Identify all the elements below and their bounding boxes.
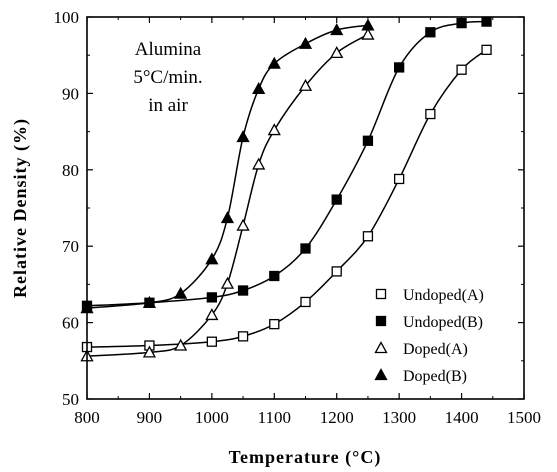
data-point-open-triangle (236, 218, 250, 231)
data-point-filled-triangle (252, 81, 266, 94)
x-axis-title: Temperature (°C) (229, 447, 382, 468)
data-point-filled-triangle (174, 286, 188, 299)
legend-marker-open-square (375, 288, 387, 300)
data-point-filled-square (331, 194, 342, 205)
data-point-open-triangle (205, 308, 219, 321)
data-point-open-triangle (142, 345, 157, 358)
legend-symbol-filled-square (375, 315, 387, 327)
data-point-filled-square (237, 285, 249, 296)
data-point-open-square (206, 336, 218, 347)
x-tick-labels: 800 900 1000 1100 1200 1300 1400 1500 (74, 408, 541, 427)
data-point-filled-triangle (205, 252, 219, 265)
data-point-open-square (393, 173, 405, 185)
legend-item-undoped-b: Undoped(B) (375, 314, 483, 331)
data-point-filled-square (206, 292, 218, 303)
data-point-open-triangle (267, 123, 281, 136)
data-point-open-triangle (174, 338, 188, 351)
x-tick-label: 1200 (320, 408, 354, 427)
legend-item-doped-a: Doped(A) (374, 341, 468, 358)
data-point-filled-triangle (142, 295, 157, 308)
x-tick-label: 1400 (445, 408, 479, 427)
data-point-open-square (362, 231, 374, 242)
y-tick-label: 50 (62, 390, 79, 409)
legend-label-doped-a: Doped(A) (403, 341, 468, 358)
legend-label-undoped-b: Undoped(B) (403, 314, 483, 331)
legend: Undoped(A) Undoped(B) Doped(A) Doped(B) (374, 287, 484, 385)
data-point-open-square (331, 266, 342, 277)
annotation: Alumina 5°C/min. in air (133, 39, 202, 116)
series-line-filled-triangle (86, 24, 369, 309)
data-point-open-triangle (330, 46, 344, 59)
data-point-filled-triangle (236, 130, 250, 143)
legend-symbol-open-square (375, 288, 387, 300)
y-tick-label: 90 (62, 84, 79, 103)
y-tick-label: 80 (62, 161, 79, 180)
x-tick-label: 1100 (258, 408, 291, 427)
annotation-line-3: in air (148, 95, 188, 116)
data-point-filled-square (300, 243, 311, 254)
legend-item-doped-b: Doped(B) (374, 368, 467, 385)
data-point-filled-triangle (298, 36, 313, 49)
x-tick-label: 900 (137, 408, 163, 427)
data-point-open-square (269, 318, 280, 330)
annotation-line-1: Alumina (135, 39, 202, 60)
data-point-open-square (300, 296, 311, 308)
y-axis-title: Relative Density (%) (10, 118, 31, 298)
data-point-filled-triangle (220, 211, 235, 224)
y-tick-label: 100 (54, 8, 80, 27)
data-point-open-square (481, 44, 492, 56)
legend-symbol-open-triangle (374, 341, 388, 354)
x-tick-label: 800 (74, 408, 100, 427)
y-tick-labels: 50 60 70 80 90 100 (54, 8, 80, 409)
legend-marker-filled-triangle (374, 368, 388, 381)
data-point-filled-triangle (361, 18, 375, 31)
data-point-open-square (425, 108, 436, 120)
data-point-filled-square (269, 270, 280, 282)
legend-symbol-filled-triangle (374, 368, 388, 381)
y-tick-label: 60 (62, 314, 79, 333)
series-line-filled-square (86, 20, 487, 307)
legend-label-undoped-a: Undoped(A) (403, 287, 484, 304)
data-point-filled-square (362, 135, 374, 146)
legend-marker-filled-square (375, 315, 387, 327)
data-point-open-triangle (298, 78, 313, 91)
legend-marker-open-triangle (374, 341, 388, 354)
data-point-open-square (237, 331, 249, 342)
data-point-filled-triangle (330, 23, 344, 36)
data-point-filled-square (425, 27, 436, 38)
data-point-open-triangle (361, 27, 375, 40)
annotation-line-2: 5°C/min. (133, 67, 202, 88)
x-tick-label: 1500 (507, 408, 541, 427)
legend-item-undoped-a: Undoped(A) (375, 287, 484, 304)
x-tick-label: 1300 (382, 408, 416, 427)
data-point-filled-square (393, 62, 405, 73)
series-line-open-triangle (86, 33, 369, 357)
data-point-open-triangle (252, 157, 266, 170)
x-tick-label: 1000 (195, 408, 229, 427)
legend-label-doped-b: Doped(B) (403, 368, 467, 385)
data-point-filled-square (456, 17, 467, 29)
data-point-open-square (456, 64, 467, 75)
y-tick-label: 70 (62, 237, 79, 256)
plot-frame (86, 16, 525, 400)
data-point-filled-square (481, 16, 492, 27)
data-point-open-triangle (220, 276, 235, 289)
data-point-filled-triangle (267, 56, 281, 69)
